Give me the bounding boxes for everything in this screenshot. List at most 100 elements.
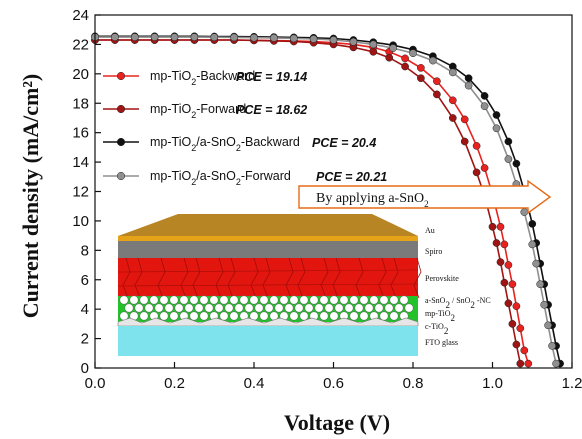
- data-point: [496, 222, 505, 231]
- data-point: [417, 74, 425, 83]
- data-point: [472, 142, 481, 150]
- data-point: [492, 239, 501, 247]
- au-layer: [118, 236, 418, 241]
- data-point: [528, 240, 537, 249]
- data-point: [433, 77, 441, 86]
- data-point: [170, 33, 179, 41]
- data-point: [520, 346, 529, 355]
- data-point: [270, 34, 278, 42]
- legend-label: mp-TiO2-Backward: [150, 69, 255, 87]
- legend-swatch-marker: [116, 104, 126, 114]
- y-tick-label: 6: [81, 272, 89, 289]
- x-tick-label: 0.8: [403, 375, 424, 392]
- legend-swatch-marker: [116, 171, 126, 181]
- legend-pce: PCE = 20.4: [312, 136, 376, 150]
- device-structure-inset: Au Spiro Perovskite a-SnO2 / SnO2 -NCmp-TiO…: [117, 214, 491, 356]
- annotation: By applying a-SnO2: [298, 179, 552, 215]
- perovskite-grain-lines: [117, 269, 419, 287]
- spiro-layer: [118, 241, 418, 258]
- data-point: [429, 56, 437, 65]
- data-point: [150, 33, 159, 41]
- data-point: [190, 33, 199, 41]
- data-point: [492, 124, 501, 133]
- data-point: [496, 258, 505, 266]
- fto-glass-layer: [118, 326, 418, 356]
- data-point: [433, 90, 441, 99]
- data-point: [289, 34, 298, 43]
- y-tick-label: 8: [81, 242, 89, 259]
- data-point: [369, 47, 378, 56]
- legend-label: mp-TiO2-Forward: [150, 102, 246, 120]
- data-point: [464, 74, 473, 83]
- data-point: [417, 64, 425, 72]
- y-tick-label: 22: [72, 36, 89, 53]
- y-tick-label: 10: [72, 213, 89, 230]
- data-point: [488, 222, 497, 231]
- data-point: [369, 40, 378, 49]
- data-point: [512, 302, 521, 311]
- y-tick-label: 12: [72, 184, 89, 201]
- inset-label-au: Au: [425, 226, 435, 235]
- y-tick-label: 16: [72, 125, 89, 142]
- data-point: [508, 280, 517, 289]
- y-tick-label: 20: [72, 66, 89, 83]
- y-tick-label: 18: [72, 95, 89, 112]
- data-point: [544, 321, 552, 330]
- data-point: [349, 37, 358, 46]
- data-point: [512, 340, 521, 349]
- data-point: [516, 359, 525, 368]
- data-point: [460, 115, 469, 124]
- legend-pce: PCE = 19.14: [236, 70, 307, 84]
- y-tick-label: 0: [81, 360, 89, 377]
- annotation-arrow: [298, 179, 552, 215]
- data-point: [385, 53, 394, 62]
- data-point: [492, 111, 501, 119]
- data-point: [472, 168, 481, 177]
- data-point: [464, 81, 473, 90]
- inset-label-perovskite: Perovskite: [425, 274, 459, 283]
- data-point: [480, 102, 489, 111]
- annotation-label: By applying a-SnO2: [316, 191, 429, 209]
- series-3: [91, 33, 560, 368]
- data-point: [460, 137, 469, 146]
- data-point: [500, 240, 509, 249]
- inset-label-spiro: Spiro: [425, 247, 442, 256]
- data-point: [536, 280, 545, 289]
- x-axis-title: Voltage (V): [284, 410, 390, 435]
- data-point: [504, 137, 513, 146]
- data-point: [540, 300, 549, 309]
- data-point: [520, 208, 529, 216]
- data-point: [250, 33, 258, 42]
- axes: 0.0 0.2 0.4 0.6 0.8 1.0 1.20246810121416182022…: [72, 7, 582, 392]
- data-point: [480, 164, 489, 172]
- legend-label: mp-TiO2/a-SnO2-Forward: [150, 169, 291, 187]
- data-point: [528, 220, 537, 228]
- data-point: [504, 261, 513, 269]
- y-tick-label: 14: [72, 154, 89, 171]
- inset-label-fto: FTO glass: [425, 338, 458, 347]
- y-tick-label: 24: [72, 7, 89, 24]
- data-point: [329, 36, 338, 44]
- data-point: [130, 33, 139, 41]
- data-point: [409, 49, 417, 58]
- data-point: [548, 342, 556, 350]
- x-tick-label: 0.4: [244, 375, 265, 392]
- data-point: [401, 54, 409, 63]
- y-axis-title: Current density (mA/cm²): [18, 74, 43, 318]
- data-point: [401, 62, 409, 71]
- legend-pce: PCE = 20.21: [316, 170, 387, 184]
- x-tick-label: 0.6: [323, 375, 344, 392]
- inset-label-c-tio2: c-TiO2: [425, 322, 448, 336]
- data-point: [512, 159, 521, 168]
- inset-label-mp-tio2: mp-TiO2: [425, 309, 455, 323]
- data-point: [230, 33, 238, 42]
- data-point: [111, 33, 119, 41]
- data-point: [524, 359, 533, 368]
- legend-label: mp-TiO2/a-SnO2-Backward: [150, 135, 300, 153]
- data-point: [504, 155, 513, 163]
- data-point: [532, 259, 541, 268]
- data-point: [552, 359, 560, 368]
